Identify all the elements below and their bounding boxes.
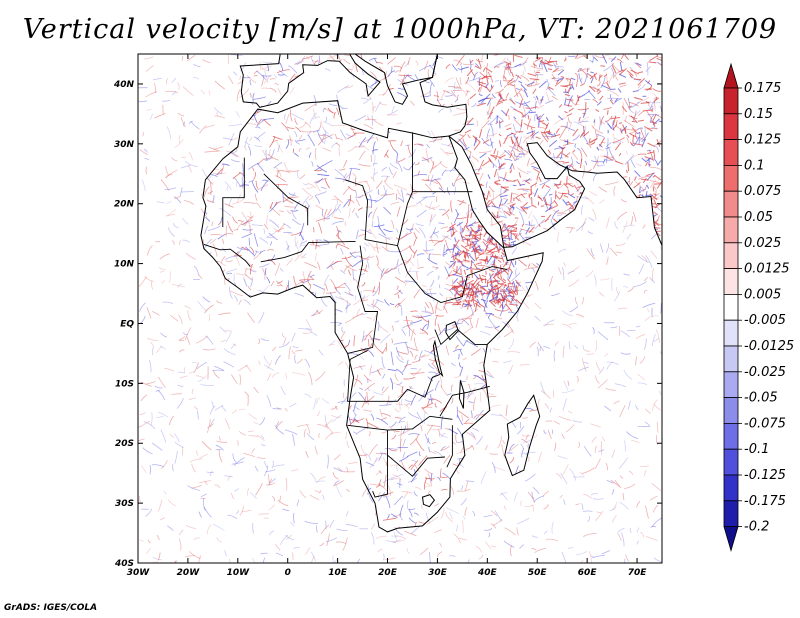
colorbar-label: -0.075 (744, 416, 786, 431)
colorbar-top-arrow (723, 62, 739, 89)
map-frame (137, 53, 663, 564)
colorbar-swatch (723, 422, 739, 450)
border-15 (439, 385, 490, 417)
border-0 (222, 157, 245, 228)
border-11 (372, 430, 388, 498)
coastline-2 (239, 54, 381, 108)
colorbar-label: -0.05 (744, 391, 778, 406)
colorbar-label: -0.175 (744, 494, 786, 509)
lat-tick-label: 30N (114, 140, 135, 150)
lon-tick-label: 10E (328, 568, 348, 578)
lon-tick-label: 70E (628, 568, 648, 578)
colorbar-swatch (723, 345, 739, 373)
colorbar-label: 0.15 (744, 107, 773, 122)
colorbar-swatch (723, 268, 739, 295)
velocity-field (138, 54, 662, 563)
coastline-4 (504, 394, 541, 477)
colorbar-label: 0.005 (744, 287, 781, 302)
lon-tick-label: 20W (177, 568, 201, 578)
lon-tick-label: 60E (578, 568, 598, 578)
colorbar-swatch (723, 87, 739, 115)
lake-tanganyika (432, 339, 444, 378)
lat-tick-label: 10S (115, 379, 134, 389)
colorbar: 0.175 0.15 0.125 0.1 0.075 0.05 0.025 0.0125 0.0… (723, 62, 794, 553)
lesotho-border (421, 494, 436, 508)
lat-tick-label: 40S (114, 559, 134, 569)
lat-tick-label: 20N (114, 200, 135, 210)
colorbar-swatch (723, 448, 739, 476)
colorbar-label: 0.175 (744, 81, 781, 96)
lon-tick-label: 40E (477, 568, 498, 578)
lon-tick-label: 0 (285, 568, 291, 578)
colorbar-swatch (723, 293, 739, 321)
colorbar-swatch (723, 242, 739, 270)
border-6 (260, 240, 356, 263)
border-5 (365, 239, 408, 273)
lake-malawi (458, 380, 465, 409)
colorbar-label: -0.1 (744, 442, 769, 457)
colorbar-label: 0.0125 (744, 262, 790, 277)
lon-tick-label: 30W (127, 568, 151, 578)
colorbar-swatch (723, 190, 739, 218)
colorbar-swatch (723, 113, 739, 141)
colorbar-label: 0.05 (744, 210, 773, 225)
colorbar-swatch (723, 319, 739, 347)
border-9 (347, 349, 441, 402)
colorbar-label: 0.1 (744, 158, 765, 173)
colorbar-label: 0.125 (744, 133, 781, 148)
colorbar-label: 0.075 (744, 184, 781, 199)
colorbar-swatch (723, 139, 739, 166)
colorbar-swatch (723, 500, 739, 527)
coastline-1 (419, 54, 662, 248)
grads-credit: GrADS: IGES/COLA (4, 603, 98, 613)
lake-victoria (445, 321, 459, 341)
colorbar-label: -0.0125 (744, 339, 794, 354)
chart-title: Vertical velocity [m/s] at 1000hPa, VT: … (22, 14, 778, 45)
lat-tick-label: 30S (115, 499, 134, 509)
lat-tick-label: EQ (120, 319, 134, 329)
lon-tick-label: 20E (378, 568, 398, 578)
lon-tick-label: 50E (528, 568, 548, 578)
colorbar-label: -0.125 (744, 468, 786, 483)
lat-tick-label: 20S (115, 439, 134, 449)
colorbar-label: 0.025 (744, 236, 781, 251)
colorbar-swatch (723, 474, 739, 502)
coastlines (200, 54, 662, 533)
border-13 (446, 425, 453, 468)
coastline-3 (354, 54, 438, 105)
border-10 (347, 415, 453, 431)
lat-tick-label: 10N (114, 260, 135, 270)
colorbar-label: -0.005 (744, 313, 786, 328)
border-16 (203, 243, 251, 267)
colorbar-label: -0.2 (744, 520, 769, 535)
lon-tick-label: 30E (428, 568, 448, 578)
colorbar-swatch (723, 397, 739, 424)
lat-tick-label: 40N (113, 80, 135, 90)
colorbar-label: -0.025 (744, 365, 786, 380)
border-14 (434, 328, 488, 346)
colorbar-swatch (723, 371, 739, 398)
colorbar-bottom-arrow (723, 526, 739, 553)
border-1 (263, 173, 309, 226)
border-8 (407, 266, 508, 303)
border-2 (344, 179, 369, 240)
lon-tick-label: 10W (227, 568, 251, 578)
coastline-0 (200, 100, 544, 533)
border-7 (347, 245, 379, 354)
border-12 (387, 454, 445, 477)
colorbar-swatch (723, 164, 739, 192)
colorbar-swatch (723, 216, 739, 244)
border-3 (397, 133, 413, 246)
